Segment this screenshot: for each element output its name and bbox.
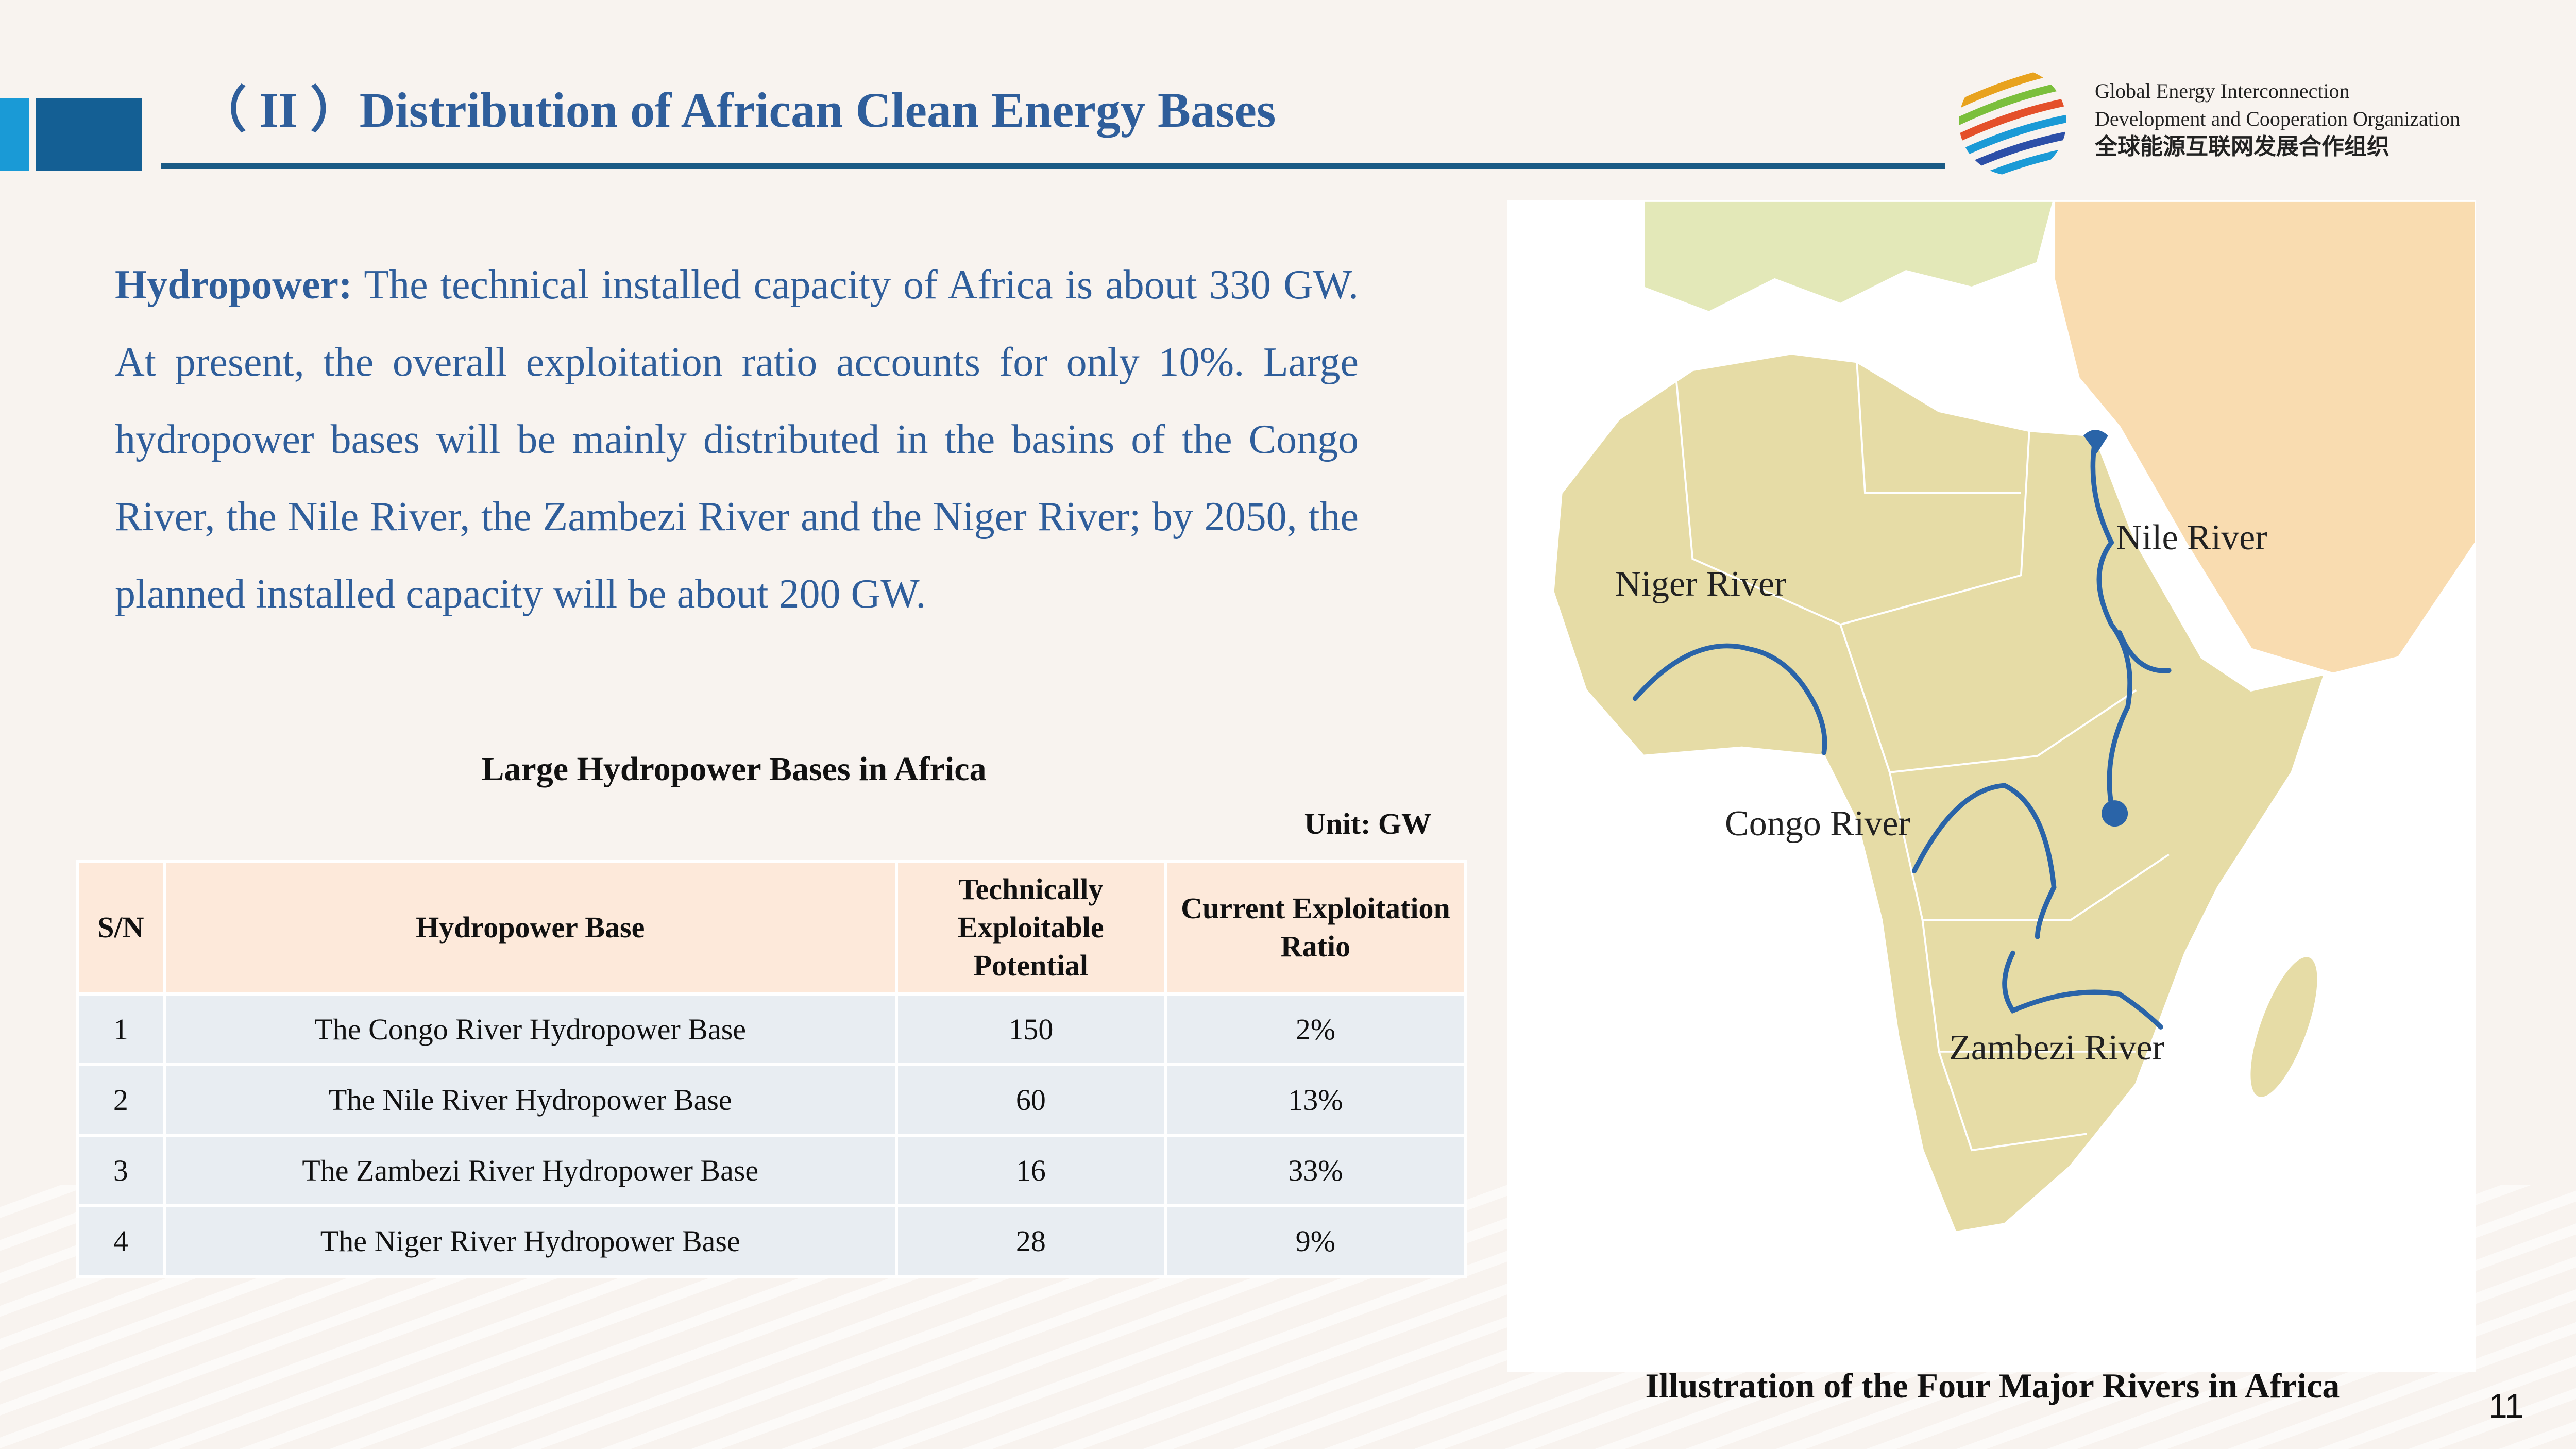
cell-potential: 28 bbox=[894, 1204, 1167, 1278]
label-niger-river: Niger River bbox=[1615, 564, 1787, 604]
cell-base: The Niger River Hydropower Base bbox=[162, 1204, 898, 1278]
table-title: Large Hydropower Bases in Africa bbox=[481, 750, 987, 788]
org-name-cn: 全球能源互联网发展合作组织 bbox=[2095, 133, 2389, 160]
cell-sn: 1 bbox=[76, 992, 166, 1066]
africa-rivers-map: Nile River Niger River Congo River Zambe… bbox=[1507, 199, 2478, 1372]
geidco-logo-globe-icon bbox=[1959, 68, 2066, 176]
org-name-en-2: Development and Cooperation Organization bbox=[2095, 107, 2461, 130]
cell-potential: 60 bbox=[894, 1063, 1167, 1137]
page-title: （ II ）Distribution of African Clean Ener… bbox=[197, 82, 1276, 138]
hydropower-table: S/N Hydropower Base Technically Exploita… bbox=[76, 860, 1468, 1278]
table-row: 3 The Zambezi River Hydropower Base 16 33% bbox=[76, 1134, 1468, 1207]
cell-base: The Congo River Hydropower Base bbox=[162, 992, 898, 1066]
map-caption: Illustration of the Four Major Rivers in… bbox=[1645, 1366, 2340, 1405]
org-name-en-1: Global Energy Interconnection bbox=[2095, 79, 2350, 103]
cell-sn: 2 bbox=[76, 1063, 166, 1137]
cell-base: The Nile River Hydropower Base bbox=[162, 1063, 898, 1137]
table-unit: Unit: GW bbox=[1304, 807, 1432, 840]
table-row: 1 The Congo River Hydropower Base 150 2% bbox=[76, 992, 1468, 1066]
cell-ratio: 9% bbox=[1163, 1204, 1468, 1278]
label-nile-river: Nile River bbox=[2116, 518, 2267, 558]
label-congo-river: Congo River bbox=[1725, 804, 1910, 844]
cell-potential: 16 bbox=[894, 1134, 1167, 1207]
cell-ratio: 13% bbox=[1163, 1063, 1468, 1137]
table-header-row: S/N Hydropower Base Technically Exploita… bbox=[76, 860, 1468, 996]
africa-map-image bbox=[1507, 199, 2478, 1372]
hydropower-paragraph: Hydropower: The technical installed capa… bbox=[115, 246, 1359, 633]
table-row: 2 The Nile River Hydropower Base 60 13% bbox=[76, 1063, 1468, 1137]
org-name: Global Energy Interconnection Developmen… bbox=[2095, 77, 2460, 161]
cell-base: The Zambezi River Hydropower Base bbox=[162, 1134, 898, 1207]
header-divider bbox=[161, 163, 1945, 169]
header-base: Hydropower Base bbox=[162, 860, 898, 996]
table-row: 4 The Niger River Hydropower Base 28 9% bbox=[76, 1204, 1468, 1278]
cell-potential: 150 bbox=[894, 992, 1167, 1066]
page-number: 11 bbox=[2488, 1387, 2524, 1425]
cell-ratio: 2% bbox=[1163, 992, 1468, 1066]
cell-sn: 3 bbox=[76, 1134, 166, 1207]
header-accent-light bbox=[0, 98, 29, 171]
header-sn: S/N bbox=[76, 860, 166, 996]
label-zambezi-river: Zambezi River bbox=[1949, 1028, 2164, 1068]
cell-sn: 4 bbox=[76, 1204, 166, 1278]
header-potential: Technically Exploitable Potential bbox=[894, 860, 1167, 996]
paragraph-text: The technical installed capacity of Afri… bbox=[115, 262, 1359, 617]
header-accent-dark bbox=[36, 98, 142, 171]
paragraph-lead: Hydropower: bbox=[115, 262, 352, 308]
header-ratio: Current Exploitation Ratio bbox=[1163, 860, 1468, 996]
cell-ratio: 33% bbox=[1163, 1134, 1468, 1207]
